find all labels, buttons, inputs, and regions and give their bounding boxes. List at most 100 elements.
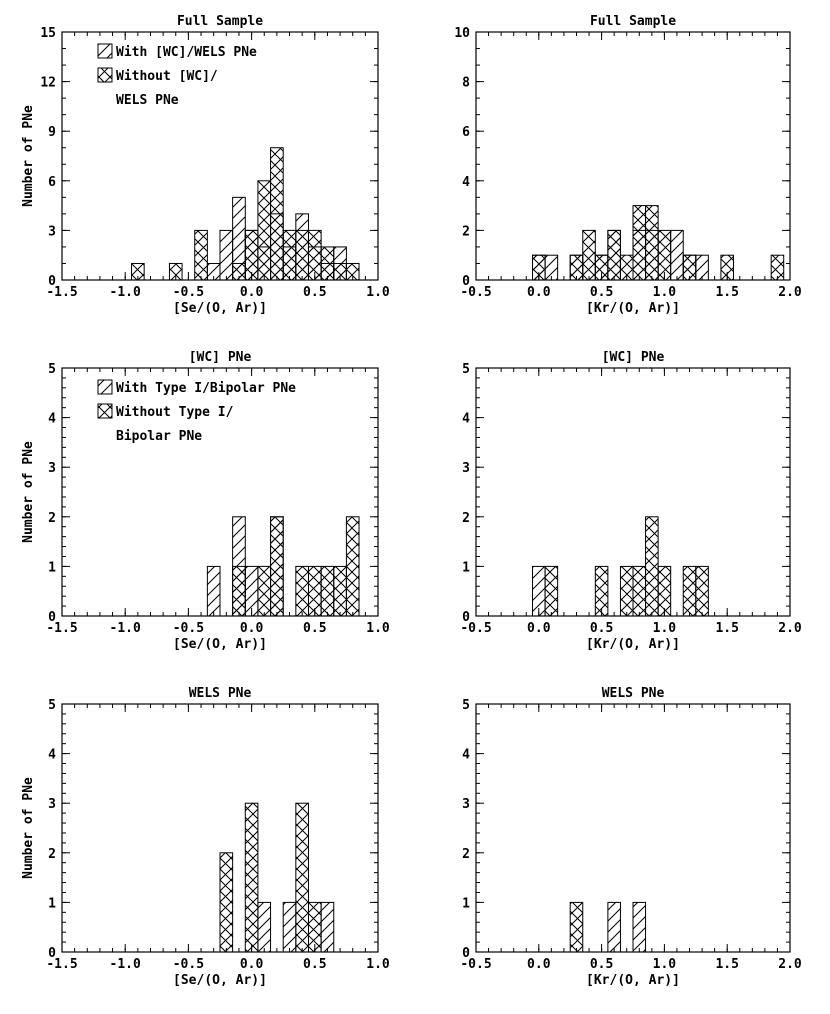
y-tick-label: 8 [462,76,470,91]
x-tick-label: -1.0 [110,957,141,972]
bar-cross [569,901,584,953]
x-axis-label: [Kr/(O, Ar)] [586,973,680,988]
bar-cross [345,516,360,617]
y-tick-label: 1 [48,560,56,575]
x-axis-label: [Se/(O, Ar)] [173,637,267,652]
x-tick-label: -0.5 [460,621,491,636]
legend-label: WELS PNe [116,93,179,108]
x-tick-label: 1.5 [715,285,738,300]
y-tick-label: 4 [48,412,56,427]
x-tick-label: 1.0 [366,621,390,636]
y-tick-label: 5 [462,698,470,713]
x-tick-label: -1.5 [46,285,77,300]
legend-label: Bipolar PNe [116,429,202,444]
legend-label: With [WC]/WELS PNe [116,45,257,60]
bar-hatch [270,213,284,281]
x-tick-label: 0.0 [240,621,264,636]
legend-item-cross: Without [WC]/ WELS PNe [97,67,218,108]
x-axis-label: [Se/(O, Ar)] [173,973,267,988]
x-axis-label: [Kr/(O, Ar)] [586,301,680,316]
y-tick-label: 0 [48,946,56,961]
x-tick-label: 0.0 [527,957,551,972]
x-tick-label: -0.5 [460,957,491,972]
y-tick-label: 2 [48,847,56,862]
x-tick-label: 0.0 [240,957,264,972]
legend-swatch-cross [97,67,113,83]
y-tick-label: 3 [462,461,470,476]
bar-cross [695,565,709,617]
y-tick-label: 9 [48,125,56,140]
x-tick-label: -1.5 [46,957,77,972]
y-tick-label: 1 [462,560,470,575]
legend-swatch-hatch [97,379,113,395]
x-tick-label: -0.5 [173,621,204,636]
y-tick-label: 0 [462,274,470,289]
y-tick-label: 4 [462,748,470,763]
panel-p4: -0.5 0.0 0.5 1.0 1.5 2.0 0 1 2 3 4 5 [WC] PNe [Kr/(O,… [460,350,802,652]
legend-item-cross: Without Type I/Bipolar PNe [97,403,234,444]
x-tick-label: 2.0 [778,957,802,972]
y-tick-label: 5 [48,362,56,377]
legend-swatch-cross [97,403,113,419]
legend-label: With Type I/Bipolar PNe [116,381,296,396]
bar-cross [333,565,347,617]
y-tick-label: 3 [462,797,470,812]
x-tick-label: 1.0 [653,957,677,972]
bar-cross [219,852,234,953]
bar-hatch [257,246,272,281]
bar-cross [257,565,272,617]
bar-cross [682,565,697,617]
x-tick-label: 1.0 [366,957,390,972]
y-tick-label: 4 [462,175,470,190]
panel-p2: -0.5 0.0 0.5 1.0 1.5 2.0 0 2 4 6 8 10 Full Sample [Kr… [454,14,802,316]
y-tick-label: 6 [48,175,56,190]
y-tick-label: 0 [462,946,470,961]
panel-p6: -0.5 0.0 0.5 1.0 1.5 2.0 0 1 2 3 4 5 WELS PNe [Kr/(O,… [460,686,802,988]
bar-hatch [270,516,284,617]
bar-cross [582,229,596,281]
bar-hatch [320,901,335,953]
bar-hatch [232,196,246,281]
legend-item-hatch: With [WC]/WELS PNe [97,43,257,60]
legend-label: Without [WC]/ [116,69,218,84]
bar-cross [194,229,208,281]
x-tick-label: 2.0 [778,285,802,300]
plot-frame [61,31,379,281]
x-tick-label: -1.0 [110,285,141,300]
y-tick-label: 4 [462,412,470,427]
panel-title: Full Sample [177,14,263,29]
bar-hatch [607,229,621,281]
bar-hatch [219,229,234,281]
x-tick-label: 0.0 [240,285,264,300]
y-tick-label: 1 [462,896,470,911]
plot-frame [475,31,791,281]
y-tick-label: 3 [48,797,56,812]
y-axis-label: Number of PNe [21,777,36,879]
y-axis-label: Number of PNe [21,105,36,207]
y-tick-label: 0 [48,610,56,625]
bar-cross [632,565,647,617]
x-tick-label: -0.5 [173,957,204,972]
x-tick-label: 0.0 [527,621,551,636]
bar-hatch [282,901,297,953]
bar-hatch [232,516,246,617]
y-tick-label: 10 [454,26,470,41]
y-tick-label: 3 [48,461,56,476]
y-tick-label: 0 [48,274,56,289]
x-tick-label: 2.0 [778,621,802,636]
y-tick-label: 2 [462,511,470,526]
x-tick-label: 0.0 [527,285,551,300]
x-tick-label: 0.5 [590,957,613,972]
panel-title: [WC] PNe [189,350,252,365]
x-tick-label: 1.0 [653,621,677,636]
y-tick-label: 2 [462,847,470,862]
y-tick-label: 5 [48,698,56,713]
x-axis-label: [Se/(O, Ar)] [173,301,267,316]
plot-frame [475,367,791,617]
x-tick-label: 1.5 [715,957,738,972]
x-tick-label: 0.5 [590,285,613,300]
bar-hatch [295,213,309,281]
y-tick-label: 0 [462,610,470,625]
x-tick-label: 1.0 [366,285,390,300]
plot-frame [61,367,379,617]
